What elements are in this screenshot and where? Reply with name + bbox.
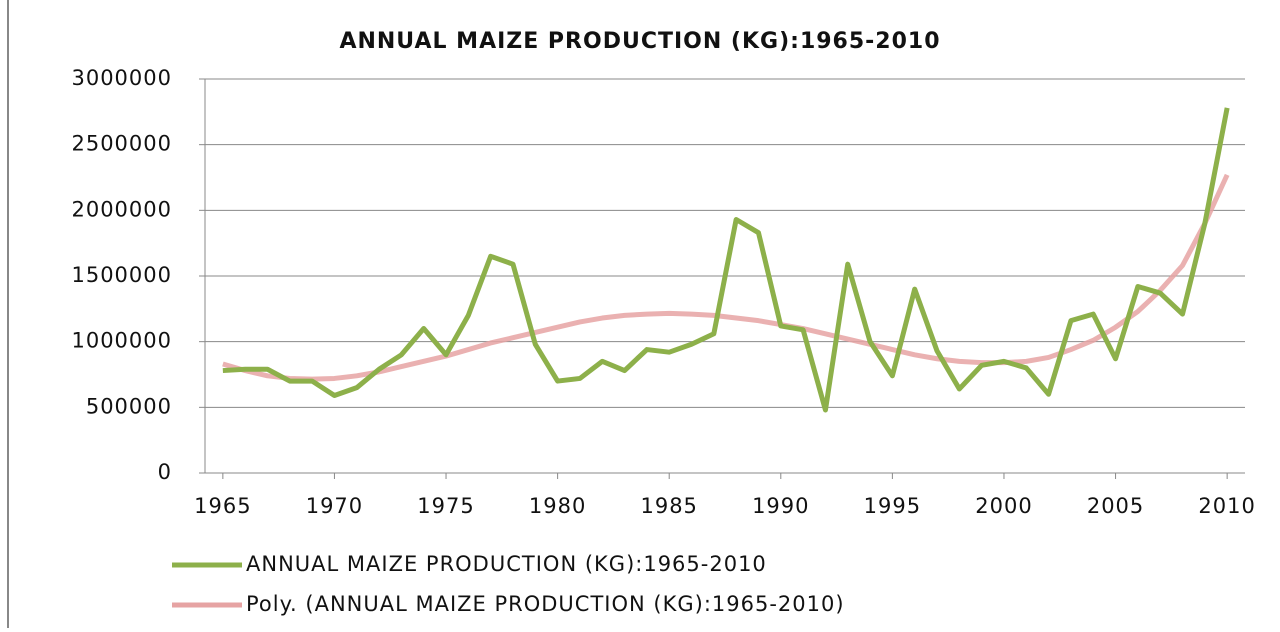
x-tick-label: 2010 bbox=[1198, 494, 1255, 518]
x-tick-label: 1965 bbox=[194, 494, 251, 518]
x-tick-label: 1985 bbox=[640, 494, 697, 518]
y-tick-label: 500000 bbox=[86, 394, 172, 418]
series-line bbox=[222, 107, 1230, 413]
y-tick-label: 0 bbox=[158, 460, 172, 484]
y-tick-label: 1000000 bbox=[71, 329, 172, 353]
chart-title: ANNUAL MAIZE PRODUCTION (KG):1965-2010 bbox=[339, 29, 940, 54]
x-tick-label: 1980 bbox=[529, 494, 586, 518]
y-tick-label: 3000000 bbox=[71, 66, 172, 90]
x-tick-label: 1990 bbox=[752, 494, 809, 518]
legend-label: Poly. (ANNUAL MAIZE PRODUCTION (KG):1965… bbox=[246, 592, 845, 616]
x-tick-label: 2005 bbox=[1087, 494, 1144, 518]
x-tick-label: 1975 bbox=[417, 494, 474, 518]
x-tick-label: 2000 bbox=[975, 494, 1032, 518]
y-tick-label: 2500000 bbox=[71, 132, 172, 156]
y-tick-label: 2000000 bbox=[71, 197, 172, 221]
x-tick-label: 1970 bbox=[306, 494, 363, 518]
x-tick-label: 1995 bbox=[864, 494, 921, 518]
y-tick-label: 1500000 bbox=[71, 263, 172, 287]
legend-label: ANNUAL MAIZE PRODUCTION (KG):1965-2010 bbox=[246, 552, 767, 576]
